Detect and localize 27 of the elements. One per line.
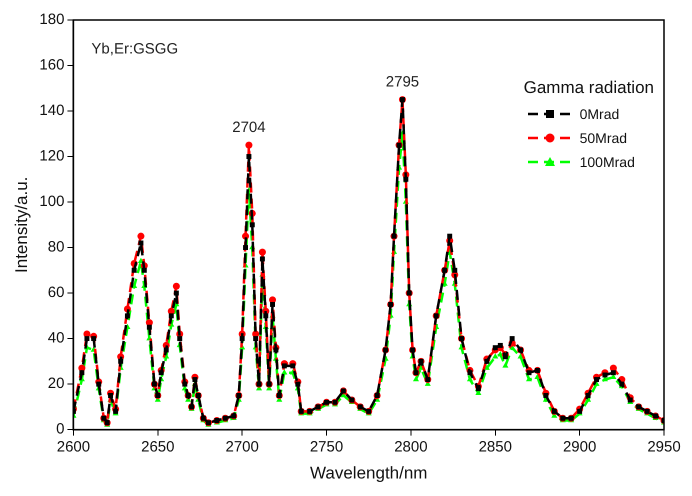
legend-title: Gamma radiation xyxy=(524,78,654,98)
x-axis-title: Wavelength/nm xyxy=(310,463,428,482)
y-tick-label: 20 xyxy=(48,375,64,392)
x-tick-label: 2650 xyxy=(141,438,174,456)
x-tick-label: 2750 xyxy=(310,438,344,456)
y-tick-label: 0 xyxy=(56,420,64,438)
y-tick-label: 80 xyxy=(48,238,64,256)
x-tick-label: 2700 xyxy=(225,438,259,456)
x-tick-label: 2600 xyxy=(56,438,90,456)
x-tick-label: 2850 xyxy=(478,438,512,456)
annotation: Yb,Er:GSGG xyxy=(91,40,178,58)
legend-label: 100Mrad xyxy=(580,154,635,170)
y-tick-label: 40 xyxy=(48,330,64,347)
y-tick-label: 120 xyxy=(39,148,64,165)
x-tick-label: 2900 xyxy=(562,438,596,456)
y-axis-title: Intensity/a.u. xyxy=(12,176,31,273)
annotation: 2704 xyxy=(232,118,266,136)
y-tick-label: 60 xyxy=(48,284,64,302)
legend-label: 50Mrad xyxy=(580,130,628,146)
legend-label: 0Mrad xyxy=(580,106,620,122)
y-tick-label: 160 xyxy=(39,56,64,74)
x-tick-label: 2950 xyxy=(647,438,681,456)
annotation: 2795 xyxy=(386,73,420,90)
y-tick-label: 180 xyxy=(39,11,64,28)
x-tick-label: 2800 xyxy=(394,438,428,456)
y-tick-label: 140 xyxy=(39,102,64,120)
y-tick-label: 100 xyxy=(39,193,64,210)
